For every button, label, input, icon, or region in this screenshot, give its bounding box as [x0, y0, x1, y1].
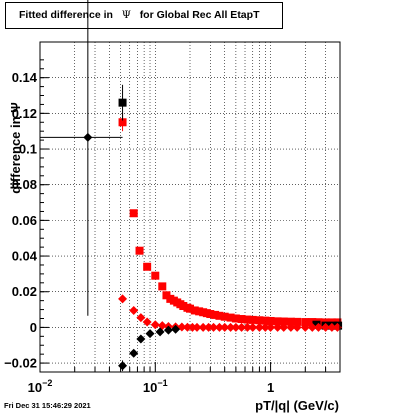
grid-lines: [39, 42, 341, 372]
data-series: [118, 84, 343, 330]
data-point-diamond: [129, 348, 139, 358]
data-point-square: [179, 302, 188, 310]
chart-title-suffix: for Global Rec All EtapT: [139, 9, 260, 21]
data-point-diamond: [182, 322, 192, 332]
data-point-diamond: [292, 322, 302, 332]
data-point-square: [312, 320, 321, 329]
data-point-diamond: [231, 322, 241, 332]
y-tick-label: 0.08: [12, 177, 37, 192]
chart-title-prefix: Fitted difference in: [19, 9, 113, 21]
data-point-diamond: [313, 322, 323, 332]
data-point-square: [186, 304, 194, 313]
data-series: [40, 0, 181, 372]
chart-title-symbol: Ψ: [121, 9, 131, 21]
datestamp: Fri Dec 31 15:46:29 2021: [4, 401, 91, 410]
data-point-square: [266, 316, 275, 325]
data-point-square: [158, 282, 167, 291]
data-point-square: [211, 310, 220, 319]
y-tick-label: −0.02: [4, 356, 37, 371]
axes: −0.02 0 0.02 0.04 0.06 0.08 0.1 0.12 0.14 10−2 10−…: [4, 59, 341, 395]
data-point-diamond: [136, 334, 146, 344]
data-point-diamond: [187, 322, 197, 332]
data-point-square: [293, 317, 302, 326]
data-point-square: [118, 118, 127, 127]
data-point-diamond: [142, 317, 152, 327]
data-point-square: [190, 306, 199, 315]
y-tick-label: 0: [30, 320, 37, 335]
x-axis-label: pT/|q| (GeV/c): [255, 398, 339, 413]
data-point-diamond: [279, 322, 289, 332]
data-point-diamond: [118, 294, 128, 304]
y-tick-label: 0.12: [12, 106, 37, 121]
data-marks: [40, 0, 343, 372]
x-tick-label: 10−1: [143, 378, 168, 395]
x-tick-label: 10−2: [28, 378, 53, 395]
data-point-square: [273, 317, 282, 326]
data-point-diamond: [204, 322, 214, 332]
data-series: [118, 113, 342, 327]
data-point-diamond: [150, 320, 160, 330]
data-point-diamond: [260, 322, 270, 332]
data-point-diamond: [129, 305, 139, 315]
data-point-diamond: [198, 322, 208, 332]
data-point-square: [243, 315, 252, 324]
data-point-diamond: [192, 322, 202, 332]
data-point-square: [220, 312, 229, 321]
data-series: [118, 294, 342, 332]
data-point-square: [195, 307, 204, 316]
y-axis-label: difference in Ψ: [8, 102, 23, 193]
data-point-square: [279, 317, 288, 326]
data-point-square: [237, 315, 246, 324]
data-point-diamond: [286, 322, 296, 332]
data-point-diamond: [321, 322, 331, 332]
data-point-diamond: [136, 313, 146, 323]
data-point-square: [248, 315, 257, 324]
data-point-square: [261, 316, 270, 325]
data-point-square: [135, 246, 144, 255]
data-point-square: [215, 311, 224, 320]
y-tick-label: 0.14: [12, 70, 38, 85]
data-point-diamond: [83, 132, 93, 142]
data-point-diamond: [214, 322, 224, 332]
data-point-diamond: [327, 322, 337, 332]
data-point-square: [301, 318, 310, 327]
data-point-diamond: [237, 322, 247, 332]
data-point-diamond: [242, 322, 252, 332]
data-point-diamond: [163, 325, 173, 335]
y-tick-label: 0.04: [12, 249, 38, 264]
x-tick-label: 1: [267, 380, 274, 395]
y-tick-label: 0.02: [12, 284, 37, 299]
y-tick-label: 0.06: [12, 213, 37, 228]
data-point-diamond: [118, 361, 128, 371]
data-point-diamond: [220, 322, 230, 332]
data-point-square: [206, 310, 215, 319]
data-point-square: [129, 209, 138, 218]
data-point-square: [226, 313, 235, 322]
chart-title-box: Fitted difference in Ψ for Global Rec Al…: [5, 2, 283, 29]
data-point-diamond: [155, 327, 165, 337]
data-point-square: [118, 98, 127, 107]
data-point-diamond: [171, 324, 181, 334]
data-point-square: [255, 316, 264, 325]
data-point-diamond: [226, 322, 236, 332]
data-point-square: [143, 262, 152, 271]
data-point-square: [151, 271, 160, 280]
data-point-diamond: [300, 322, 310, 332]
data-point-square: [231, 314, 240, 323]
data-point-diamond: [145, 329, 155, 339]
data-point-square: [286, 317, 295, 326]
data-point-square: [308, 318, 317, 327]
data-point-diamond: [209, 322, 219, 332]
data-point-diamond: [273, 322, 283, 332]
data-point-diamond: [266, 322, 276, 332]
y-tick-label: 0.1: [19, 142, 37, 157]
data-point-diamond: [254, 322, 264, 332]
data-point-diamond: [248, 322, 258, 332]
data-point-diamond: [307, 322, 317, 332]
